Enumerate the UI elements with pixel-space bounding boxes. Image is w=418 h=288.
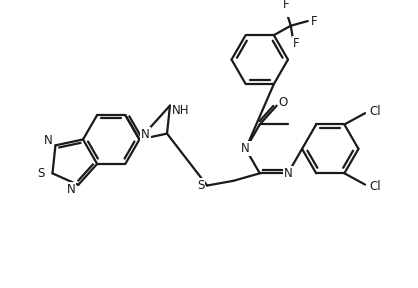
Text: O: O bbox=[279, 96, 288, 109]
Text: Cl: Cl bbox=[370, 105, 381, 118]
Text: N: N bbox=[44, 134, 53, 147]
Text: S: S bbox=[197, 179, 204, 192]
Text: Cl: Cl bbox=[370, 180, 381, 193]
Text: F: F bbox=[283, 0, 289, 11]
Text: N: N bbox=[241, 142, 250, 155]
Text: F: F bbox=[293, 37, 300, 50]
Text: NH: NH bbox=[172, 104, 189, 117]
Text: N: N bbox=[283, 167, 292, 180]
Text: N: N bbox=[141, 128, 150, 141]
Text: F: F bbox=[311, 14, 318, 28]
Text: S: S bbox=[38, 167, 45, 180]
Text: N: N bbox=[67, 183, 75, 196]
